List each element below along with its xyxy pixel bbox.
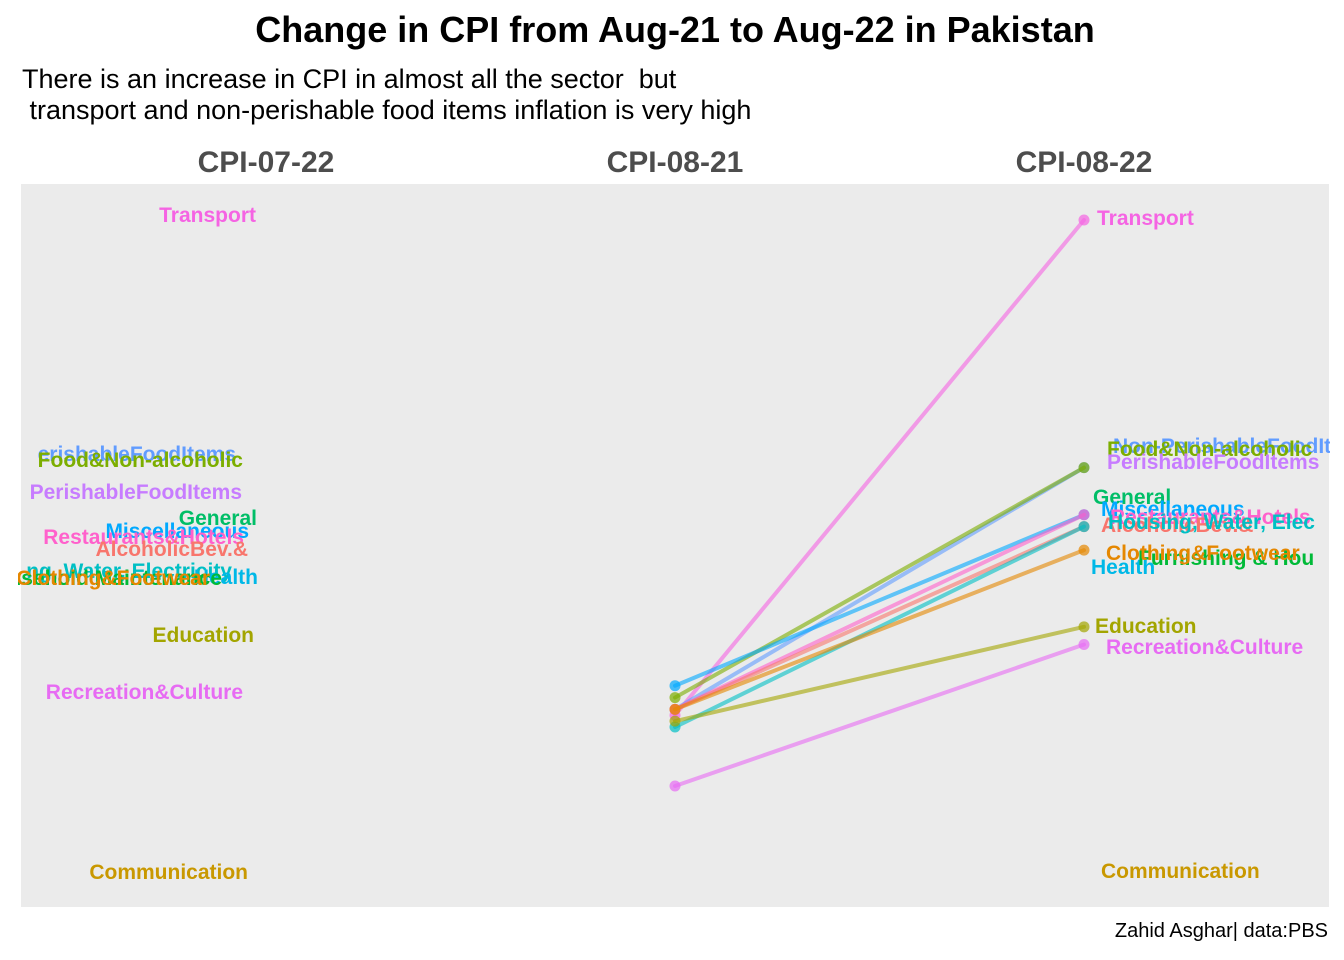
- right-series-label: Food&Non-alcoholic: [1107, 438, 1313, 461]
- right-series-label: General: [1093, 486, 1171, 509]
- series-line: [673, 642, 1086, 788]
- right-series-label: Health: [1091, 556, 1155, 579]
- left-series-label: Health: [194, 566, 258, 589]
- left-series-label: erishableFoodItems: [38, 443, 236, 466]
- left-series-label: Clothing&Footwear: [16, 567, 210, 590]
- left-series-label: Communication: [89, 861, 248, 884]
- right-series-label: Restaurants&Hotels: [1110, 506, 1311, 529]
- left-series-label: Furnishing & Household Maintenance: [0, 567, 222, 590]
- data-point: [669, 715, 681, 727]
- data-point: [1078, 462, 1090, 474]
- series-line: [673, 548, 1086, 712]
- data-point: [1078, 509, 1090, 521]
- data-point: [669, 780, 681, 792]
- data-point: [1078, 214, 1090, 226]
- right-series-label: Housing, Water, Elec: [1108, 511, 1315, 534]
- left-series-label: AlcoholicBev.&: [96, 538, 248, 561]
- column-header: CPI-08-21: [607, 146, 744, 179]
- series-line: [673, 624, 1086, 724]
- chart-title: Change in CPI from Aug-21 to Aug-22 in P…: [255, 9, 1095, 50]
- right-series-label: PerishableFoodItems: [1107, 451, 1319, 474]
- chart-subtitle: There is an increase in CPI in almost al…: [22, 64, 752, 125]
- chart-caption: Zahid Asghar| data:PBS: [1114, 920, 1328, 942]
- left-series-label: Restaurants&Hotels: [43, 526, 244, 549]
- left-series-label: PerishableFoodItems: [30, 481, 242, 504]
- right-series-label: AlcoholicBev.&: [1101, 514, 1253, 537]
- right-series-label: Education: [1095, 615, 1197, 638]
- data-point: [1078, 521, 1090, 533]
- right-series-label: Furnishing & Hou: [1138, 547, 1314, 570]
- right-series-label: Recreation&Culture: [1106, 636, 1303, 659]
- left-series-label: General: [179, 507, 257, 530]
- left-series-label: Education: [152, 624, 254, 647]
- right-series-label: Clothing&Footwear: [1106, 542, 1300, 565]
- series-line: [673, 218, 1086, 718]
- column-header: CPI-08-22: [1016, 146, 1153, 179]
- left-series-label: Food&Non-alcoholic: [38, 449, 244, 472]
- data-point: [669, 692, 681, 704]
- series-line: [673, 512, 1086, 688]
- data-point: [1078, 639, 1090, 650]
- right-series-label: Communication: [1101, 860, 1260, 883]
- right-series-label: Transport: [1097, 207, 1194, 230]
- right-series-label: Miscellaneous: [1101, 498, 1245, 521]
- series-line: [673, 524, 1086, 730]
- left-series-label: Transport: [159, 204, 256, 227]
- series-line: [673, 524, 1086, 712]
- column-header: CPI-07-22: [198, 146, 335, 179]
- data-point: [669, 680, 681, 692]
- left-series-label: Recreation&Culture: [46, 681, 243, 704]
- left-series-label: ng, Water, Electricity: [26, 560, 232, 583]
- left-series-label: Miscellaneous: [105, 520, 249, 543]
- data-point: [1078, 621, 1090, 633]
- right-series-label: Non-PerishableFoodItems: [1113, 435, 1344, 458]
- data-point: [1078, 544, 1090, 556]
- data-point: [669, 703, 681, 715]
